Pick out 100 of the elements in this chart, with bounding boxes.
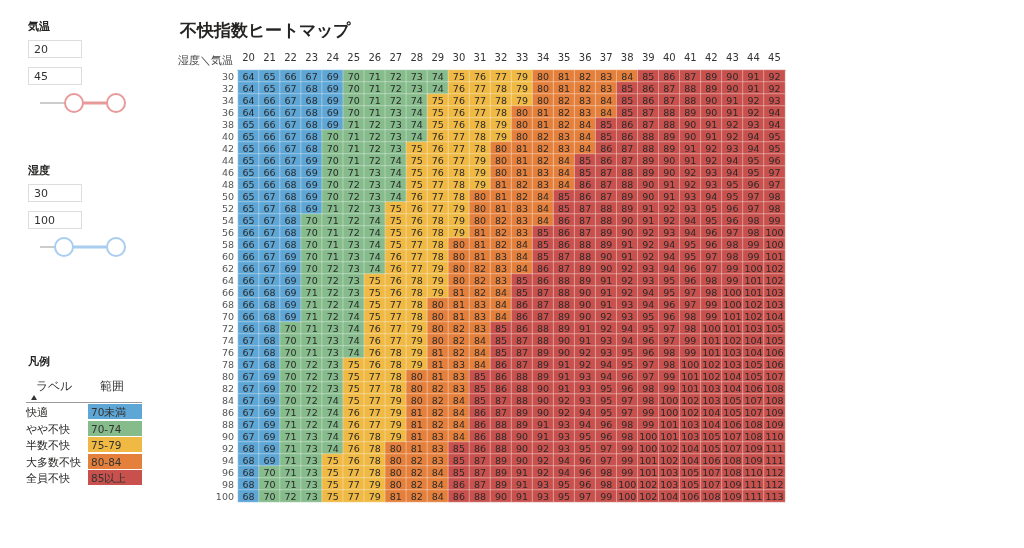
data-label: 104: [702, 406, 721, 418]
data-label: 88: [579, 238, 592, 250]
data-label: 91: [515, 490, 529, 502]
data-label: 80: [389, 466, 402, 478]
y-tick-label: 94: [221, 454, 234, 466]
data-label: 85: [579, 154, 592, 166]
text: 100: [28, 211, 82, 229]
data-label: 91: [684, 154, 697, 166]
data-label: 92: [558, 406, 571, 418]
data-label: 111: [744, 490, 763, 502]
data-label: 68: [242, 466, 255, 478]
data-label: 87: [621, 142, 634, 154]
data-label: 91: [663, 190, 676, 202]
data-label: 70未満: [88, 404, 142, 419]
data-label: 102: [681, 394, 700, 406]
data-label: 89: [663, 130, 676, 142]
data-label: 92: [726, 118, 739, 130]
data-label: 69: [263, 430, 276, 442]
data-label: 76: [473, 70, 486, 82]
data-label: 68: [263, 298, 276, 310]
data-label: 64: [242, 106, 255, 118]
data-label: 82: [410, 454, 423, 466]
data-label: 81: [494, 178, 508, 190]
data-label: 90: [705, 106, 718, 118]
data-label: 87: [663, 82, 676, 94]
data-label: 109: [765, 418, 784, 430]
data-label: 89: [600, 226, 613, 238]
data-label: 82: [452, 322, 465, 334]
data-label: 83: [515, 226, 529, 238]
data-label: 87: [579, 226, 592, 238]
y-tick-label: 50: [221, 190, 234, 202]
data-label: 75-79: [88, 437, 142, 452]
data-label: 86: [473, 430, 486, 442]
data-label: 77: [389, 310, 402, 322]
data-label: 75: [326, 490, 339, 502]
data-label: 73: [326, 358, 339, 370]
data-label: 76: [452, 106, 465, 118]
data-label: 86: [452, 478, 465, 490]
data-label: 82: [431, 394, 444, 406]
data-label: 93: [558, 418, 571, 430]
data-label: 71: [284, 418, 297, 430]
data-label: 77: [347, 466, 360, 478]
data-label: 70: [347, 82, 360, 94]
data-label: 88: [579, 250, 592, 262]
data-label: 89: [705, 70, 718, 82]
data-label: 80: [410, 382, 423, 394]
data-label: 98: [684, 310, 697, 322]
data-label: 83: [473, 298, 486, 310]
data-label: 88: [515, 370, 529, 382]
data-label: 88: [558, 274, 571, 286]
data-label: 101: [660, 418, 679, 430]
data-label: 105: [744, 370, 763, 382]
x-tick-label: 43: [726, 51, 739, 63]
data-label: 80: [473, 190, 486, 202]
data-label: 100: [723, 298, 742, 310]
data-label: 67: [242, 346, 255, 358]
data-label: 71: [347, 154, 360, 166]
data-label: 89: [558, 310, 571, 322]
data-label: 78: [494, 82, 508, 94]
data-label: 108: [723, 454, 742, 466]
data-label: 70: [326, 142, 339, 154]
data-label: 65: [242, 178, 255, 190]
data-label: 93: [579, 394, 592, 406]
data-label: 99: [600, 490, 613, 502]
data-label: 97: [705, 250, 718, 262]
data-label: 69: [284, 298, 297, 310]
data-label: 77: [473, 106, 486, 118]
data-label: 91: [747, 82, 760, 94]
data-label: 79: [389, 418, 402, 430]
text: ラベル: [36, 378, 72, 395]
data-label: 91: [558, 358, 571, 370]
data-label: 87: [473, 478, 486, 490]
category-label: 大多数不快: [26, 454, 81, 470]
data-label: 96: [684, 262, 697, 274]
data-label: 75: [431, 106, 444, 118]
data-label: 92: [621, 274, 634, 286]
data-label: 101: [681, 382, 700, 394]
data-label: 86: [452, 490, 465, 502]
data-label: 91: [684, 142, 697, 154]
data-label: 66: [263, 118, 276, 130]
data-label: 93: [621, 310, 634, 322]
data-label: 98: [642, 382, 655, 394]
data-label: 92: [579, 358, 592, 370]
data-label: 79: [515, 94, 529, 106]
x-tick-label: 38: [620, 51, 634, 63]
data-label: 84: [579, 130, 592, 142]
data-label: 97: [705, 262, 718, 274]
data-label: 102: [723, 334, 742, 346]
data-label: 97: [600, 454, 613, 466]
data-label: 99: [621, 454, 634, 466]
data-label: 104: [681, 454, 700, 466]
data-label: 73: [326, 370, 339, 382]
data-label: 70: [347, 70, 360, 82]
data-label: 82: [494, 238, 508, 250]
data-label: 77: [368, 418, 381, 430]
data-label: 70: [326, 178, 339, 190]
data-label: 73: [368, 202, 381, 214]
data-label: 78: [431, 214, 444, 226]
data-label: 91: [705, 130, 718, 142]
data-label: 96: [579, 454, 592, 466]
